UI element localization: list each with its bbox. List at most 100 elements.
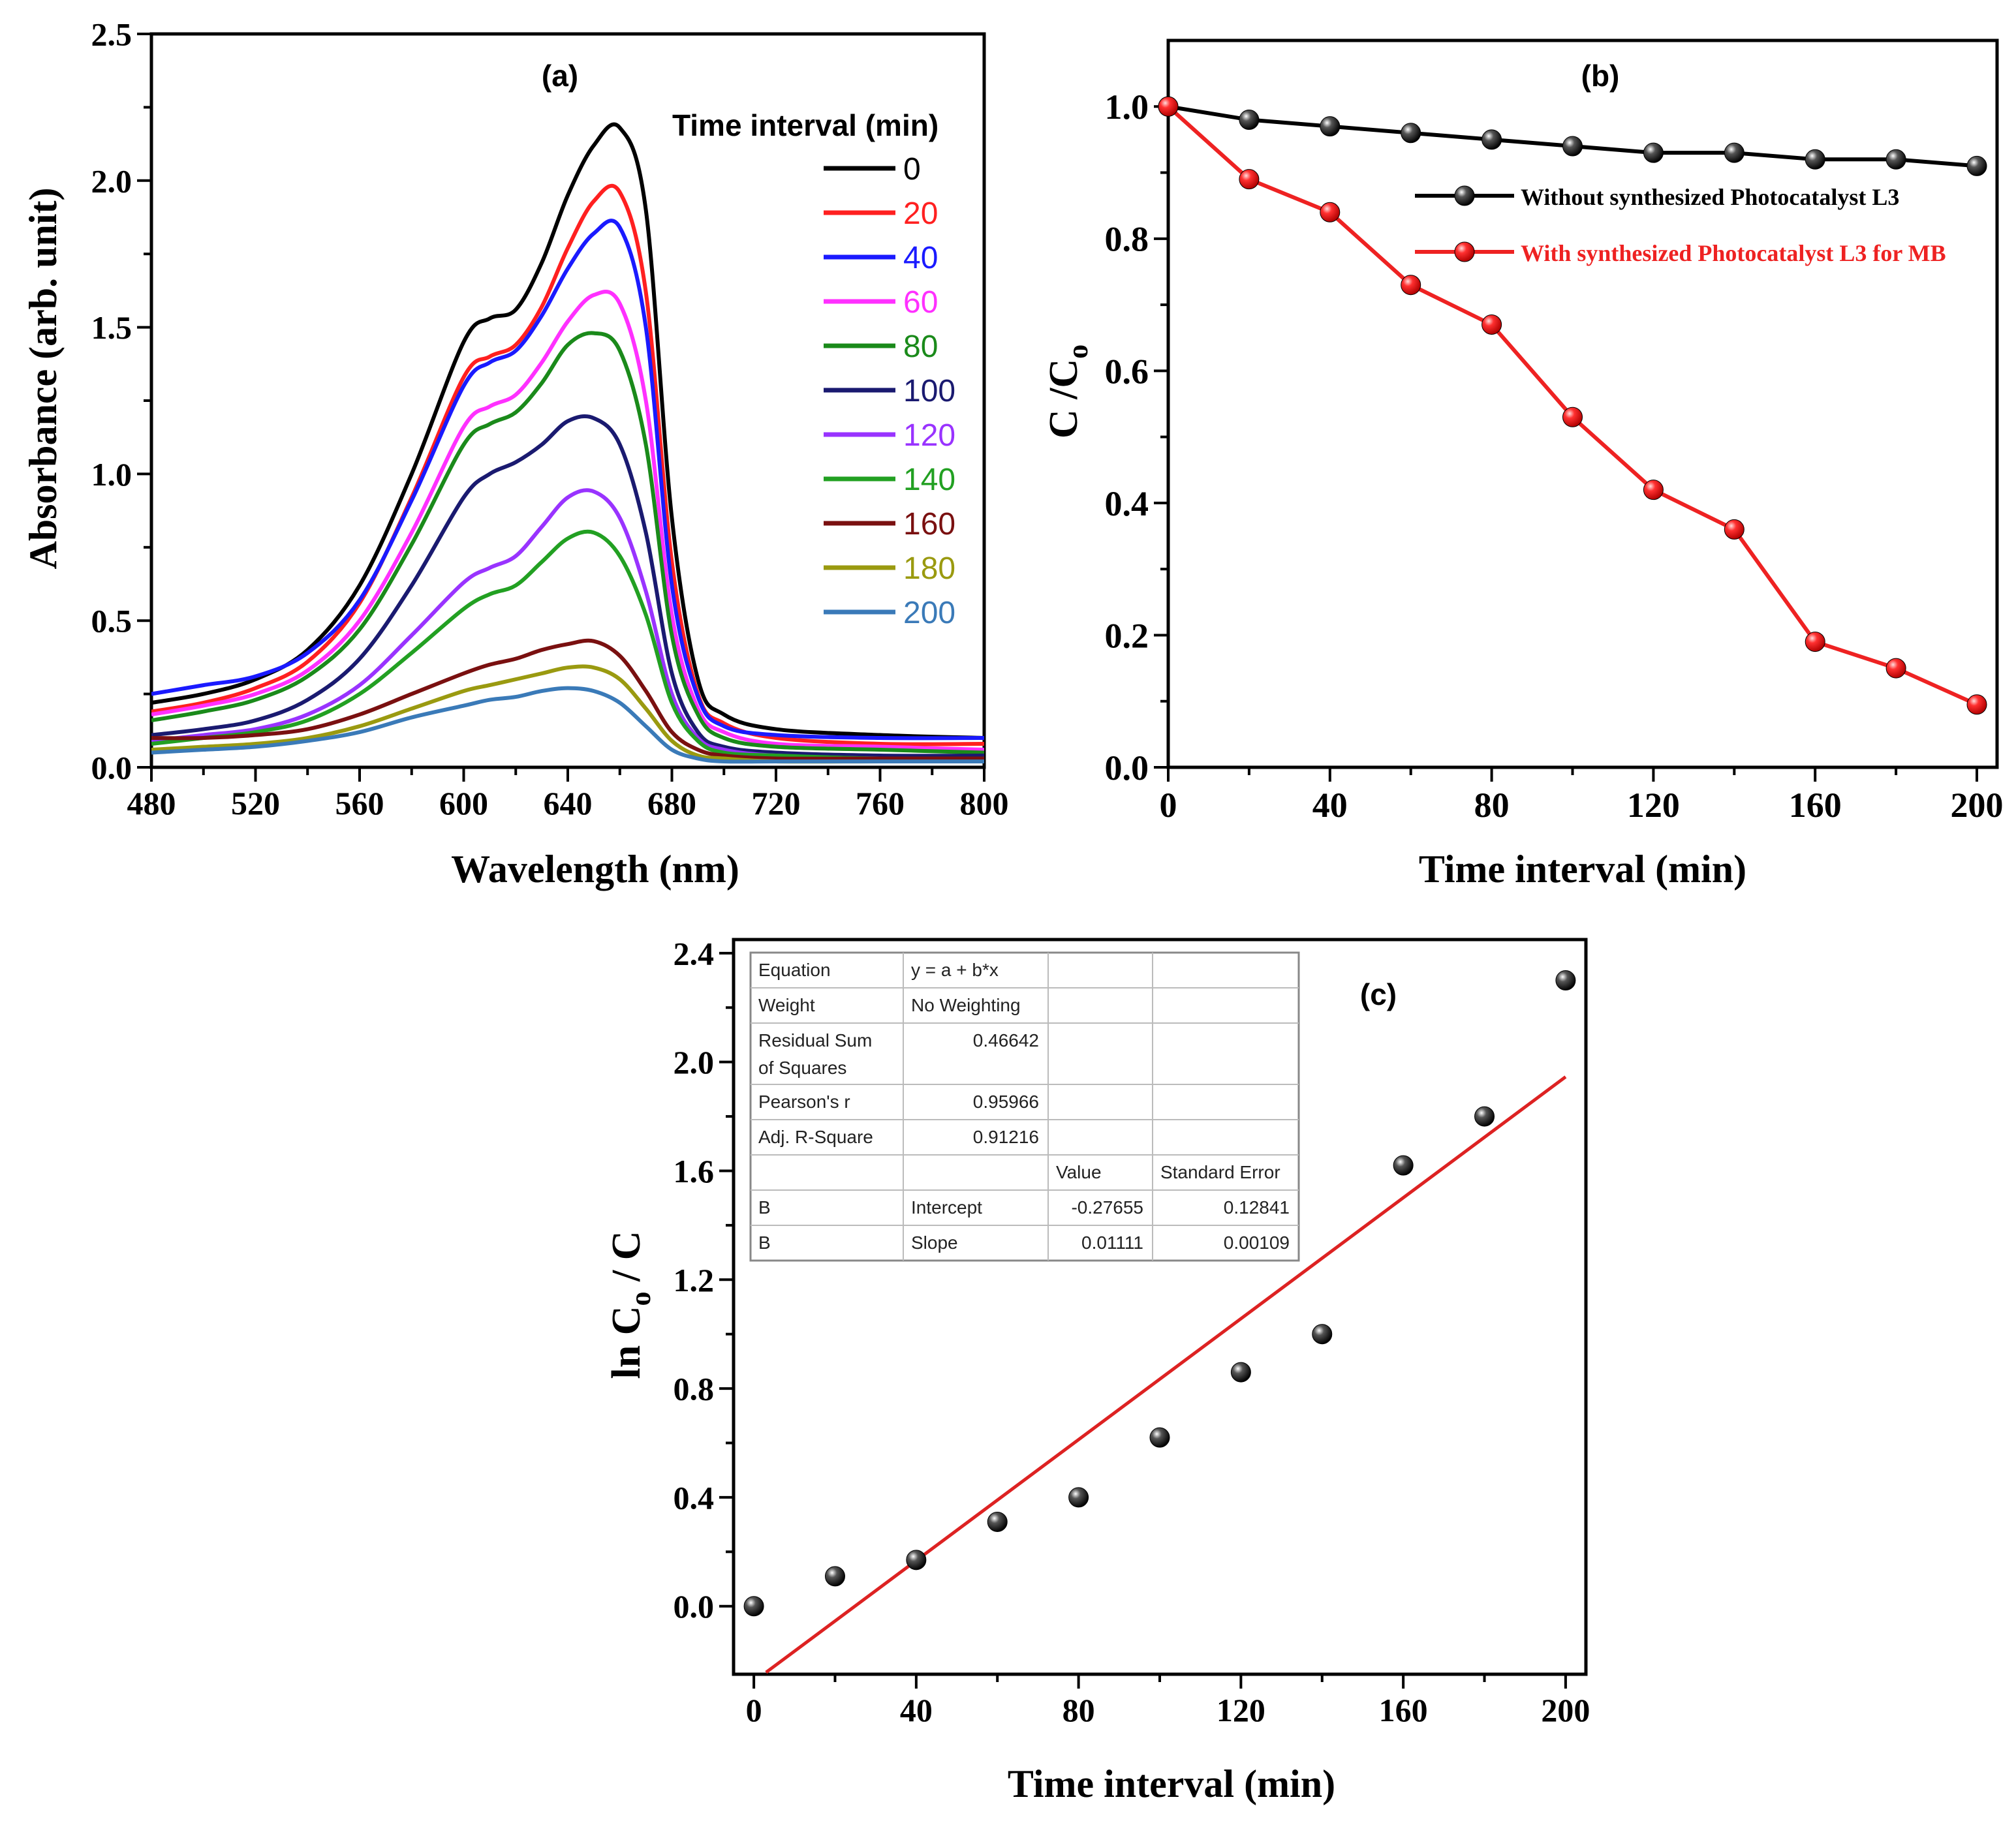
panel-a-legend-label-200: 200 <box>903 596 955 630</box>
panel-b-label: (b) <box>1581 59 1620 93</box>
panel-b-series-0-point <box>1966 155 1987 176</box>
panel-a-series-line-200 <box>151 686 984 764</box>
panel-a-plot-frame <box>149 32 986 769</box>
panel-c-fit-table-cell: 0.00109 <box>1224 1233 1290 1253</box>
panel-b-y-axis-label: C /Co <box>1042 345 1094 438</box>
panel-b-series-0-point <box>1481 129 1502 150</box>
panel-a-y-tick-label: 2.5 <box>91 16 132 53</box>
panel-a-y-tick-label: 2.0 <box>91 162 132 199</box>
panel-c-y-tick-label: 2.0 <box>674 1044 715 1080</box>
panel-c-x-tick-label: 120 <box>1217 1692 1265 1728</box>
panel-b-y-tick-label: 0.6 <box>1105 352 1149 391</box>
panel-b-series-1-point <box>1643 480 1664 500</box>
panel-c-fit-table-cell: -0.27655 <box>1071 1197 1143 1218</box>
panel-a-series-group <box>151 122 984 764</box>
panel-c-fit-table-frame <box>749 951 1300 1262</box>
panel-b-x-tick-label: 0 <box>1160 786 1177 825</box>
panel-a-series-line-20 <box>151 183 984 746</box>
panel-c-y-tick-label: 1.6 <box>674 1153 715 1189</box>
panel-b-series-1-point <box>1562 406 1583 427</box>
panel-a-series-line-80 <box>151 331 984 755</box>
panel-b-y-tick-label: 1.0 <box>1105 87 1149 127</box>
panel-a-legend-label-180: 180 <box>903 551 955 586</box>
panel-c-fit-table-cell: y = a + b*x <box>911 960 999 980</box>
panel-a-x-tick-label: 640 <box>544 785 593 821</box>
panel-b-x-tick-label: 120 <box>1627 786 1680 825</box>
panel-a-y-tick-label: 1.0 <box>91 456 132 493</box>
panel-b-x-tick-label: 80 <box>1474 786 1510 825</box>
panel-b-x-tick-label: 160 <box>1789 786 1842 825</box>
panel-c-y-axis-label-main: ln C <box>604 1306 649 1379</box>
panel-c-fit-table-cell: No Weighting <box>911 995 1021 1015</box>
panel-a-legend-label-120: 120 <box>903 418 955 453</box>
panel-a-legend-label-40: 40 <box>903 241 938 275</box>
panel-c-x-axis-label: Time interval (min) <box>1008 1762 1335 1805</box>
panel-b-series-0-point <box>1239 110 1260 130</box>
panel-a-legend-label-60: 60 <box>903 285 938 320</box>
panel-b-series-0-point <box>1643 142 1664 163</box>
panel-b-y-axis-label-main: C /C <box>1042 359 1086 438</box>
panel-a-y-axis-label: Absorbance (arb. unit) <box>22 187 65 569</box>
panel-c-data-point <box>987 1511 1008 1532</box>
panel-a-x-tick-label: 520 <box>231 785 280 821</box>
panel-c-fit-table-cell: 0.46642 <box>973 1030 1039 1050</box>
panel-a-x-tick-label: 800 <box>960 785 1009 821</box>
panel-b-series-0-point <box>1805 149 1825 170</box>
panel-b-legend-marker-1 <box>1454 241 1475 262</box>
panel-c-kinetics-chart: 0 40 80 120 160 200 0.0 0.4 0.8 1.2 1.6 2.0 2.4 Equat… <box>604 935 1590 1805</box>
panel-b-legend-label-1: With synthesized Photocatalyst L3 for MB <box>1521 240 1946 266</box>
panel-a-y-tick-label: 0.0 <box>91 750 132 786</box>
panel-a-x-tick-label: 480 <box>127 785 176 821</box>
panel-a-series-line-60 <box>151 290 984 752</box>
panel-b-legend-label-0: Without synthesized Photocatalyst L3 <box>1521 184 1899 210</box>
panel-c-fit-table-cell: B <box>758 1233 771 1253</box>
panel-a-y-tick-label: 0.5 <box>91 603 132 639</box>
panel-a-legend-label-100: 100 <box>903 374 955 408</box>
panel-c-x-tick-label: 160 <box>1379 1692 1428 1728</box>
panel-b-legend-marker-0 <box>1454 185 1475 206</box>
panel-b-x-tick-label: 200 <box>1951 786 2004 825</box>
panel-b-series-1-point <box>1724 519 1745 540</box>
panel-a-series-line-140 <box>151 529 984 761</box>
panel-c-fit-table-cell: Intercept <box>911 1197 982 1218</box>
panel-c-data-point <box>1230 1362 1251 1383</box>
panel-a-spectra-chart: 480 520 560 600 640 680 720 760 8000.00.51.01.52… <box>22 16 1009 891</box>
panel-a-legend-label-80: 80 <box>903 329 938 364</box>
panel-b-y-tick-label: 0.4 <box>1105 484 1149 523</box>
panel-c-y-axis-label-sub: o <box>625 1292 657 1306</box>
panel-b-y-tick-label: 0.8 <box>1105 220 1149 259</box>
panel-c-fit-table-cell: Value <box>1056 1162 1102 1182</box>
panel-b-series-0-point <box>1885 149 1906 170</box>
panel-c-data-point <box>1068 1487 1089 1508</box>
panel-c-fit-table-cell: Standard Error <box>1160 1162 1280 1182</box>
panel-c-y-tick-label: 0.0 <box>674 1588 715 1625</box>
panel-c-x-tick-label: 0 <box>746 1692 762 1728</box>
panel-c-fit-table-cell: Pearson's r <box>758 1092 850 1112</box>
panel-c-fit-table-cell: 0.95966 <box>973 1092 1039 1112</box>
panel-a-legend-label-160: 160 <box>903 507 955 542</box>
panel-b-y-axis-label-sub: o <box>1062 345 1094 359</box>
panel-c-data-point <box>824 1566 845 1587</box>
panel-a-series-line-160 <box>151 638 984 761</box>
panel-c-fit-line <box>765 1075 1567 1674</box>
panel-a-x-tick-label: 760 <box>856 785 905 821</box>
panel-b-series-1-point <box>1239 169 1260 190</box>
panel-c-fit-table-cell: 0.91216 <box>973 1127 1039 1147</box>
panel-a-legend-label-140: 140 <box>903 463 955 497</box>
panel-b-series-1-point <box>1401 275 1421 296</box>
panel-a-legend-title: Time interval (min) <box>672 108 938 142</box>
panel-c-y-tick-label: 0.8 <box>674 1371 715 1407</box>
panel-b-series-1-point <box>1805 632 1825 652</box>
panel-b-series-1-point <box>1885 658 1906 679</box>
panel-b-series-1-point <box>1481 314 1502 335</box>
panel-c-data-point <box>1474 1106 1495 1127</box>
panel-c-y-tick-label: 0.4 <box>674 1479 715 1516</box>
panel-a-x-tick-label: 720 <box>752 785 801 821</box>
panel-c-x-tick-label: 40 <box>900 1692 933 1728</box>
panel-c-data-point <box>1393 1155 1414 1176</box>
panel-b-y-tick-label: 0.0 <box>1105 748 1149 788</box>
panel-c-fit-table-cell: Weight <box>758 995 815 1015</box>
panel-c-y-axis-label-tail: / C <box>604 1231 649 1292</box>
panel-b-x-axis-label: Time interval (min) <box>1419 848 1746 891</box>
